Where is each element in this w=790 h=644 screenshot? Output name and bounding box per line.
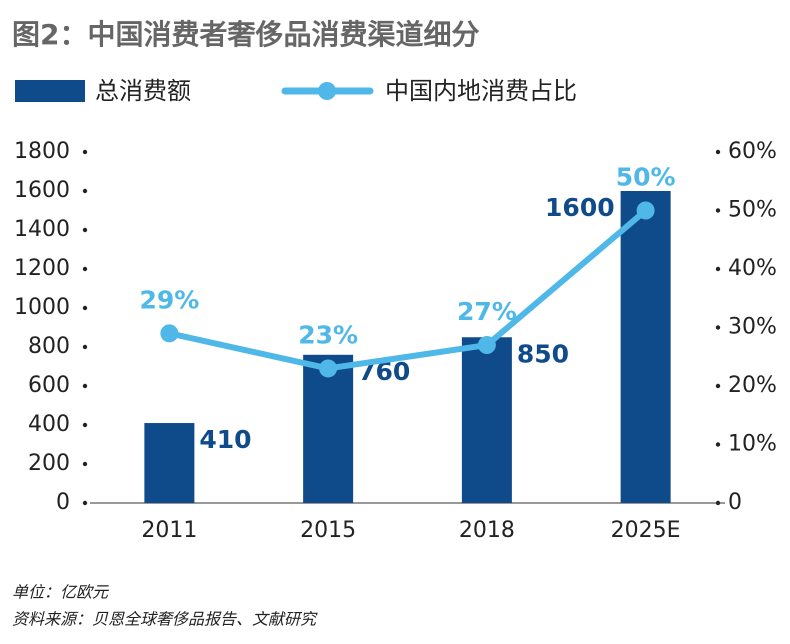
chart-title: 图2：中国消费者奢侈品消费渠道细分 — [12, 18, 479, 51]
line-value-label: 29% — [139, 285, 199, 314]
y-tick-mark — [82, 422, 88, 428]
y2-tick-label: 0 — [728, 490, 742, 515]
legend-marker — [318, 82, 336, 100]
line-value-label: 23% — [298, 320, 358, 349]
y2-tick-label: 50% — [728, 198, 777, 223]
y-tick-mark — [82, 227, 88, 233]
line — [168, 208, 648, 372]
y2-tick-mark — [715, 442, 721, 447]
y-tick-label: 1800 — [14, 139, 70, 164]
x-tick-label: 2018 — [459, 518, 515, 543]
legend-swatch — [15, 80, 85, 102]
y-tick-mark — [82, 266, 88, 272]
bar — [144, 423, 195, 503]
y2-tick-label: 60% — [728, 139, 777, 164]
y2-tick-label: 40% — [728, 256, 777, 281]
y2-tick-mark — [715, 266, 721, 272]
y-tick-label: 200 — [28, 451, 70, 476]
y-tick-mark — [82, 188, 88, 194]
bar-value-label: 850 — [517, 339, 569, 368]
line-point — [636, 201, 655, 220]
y-tick-label: 1200 — [14, 256, 70, 281]
bar — [620, 191, 671, 503]
line-value-label: 50% — [616, 163, 676, 192]
y2-tick-label: 20% — [728, 373, 777, 398]
y-tick-label: 0 — [56, 490, 70, 515]
bar-value-label: 1600 — [545, 193, 615, 222]
y-tick-mark — [82, 383, 88, 389]
line-point — [160, 324, 179, 343]
x-tick-label: 2025E — [611, 518, 681, 543]
line-point — [477, 336, 496, 355]
line-point — [319, 359, 338, 378]
y-tick-label: 1000 — [14, 295, 70, 320]
line-value-label: 27% — [457, 297, 517, 326]
y-tick-label: 1600 — [14, 178, 70, 203]
y-tick-mark — [82, 500, 88, 506]
y-tick-label: 1400 — [14, 217, 70, 242]
y-tick-label: 400 — [28, 412, 70, 437]
y-tick-mark — [82, 344, 88, 350]
legend-label: 总消费额 — [95, 77, 191, 105]
x-tick-label: 2011 — [141, 518, 197, 543]
y-tick-mark — [82, 149, 88, 155]
y-tick-mark — [82, 305, 88, 311]
bar — [303, 354, 354, 503]
unit-note: 单位：亿欧元 — [12, 583, 110, 602]
y2-tick-label: 30% — [728, 315, 777, 340]
bar — [461, 337, 512, 503]
y2-tick-label: 10% — [728, 432, 777, 457]
x-tick-label: 2015 — [300, 518, 356, 543]
y2-tick-mark — [715, 208, 721, 213]
y-tick-label: 600 — [28, 373, 70, 398]
bar-value-label: 410 — [199, 425, 251, 454]
source-note: 资料来源：贝恩全球奢侈品报告、文献研究 — [12, 610, 318, 629]
y-tick-mark — [82, 461, 88, 467]
y2-tick-mark — [715, 149, 721, 155]
y-tick-label: 800 — [28, 334, 70, 359]
y2-tick-mark — [715, 325, 721, 330]
legend-label: 中国内地消费占比 — [385, 77, 577, 105]
y2-tick-mark — [715, 383, 721, 389]
